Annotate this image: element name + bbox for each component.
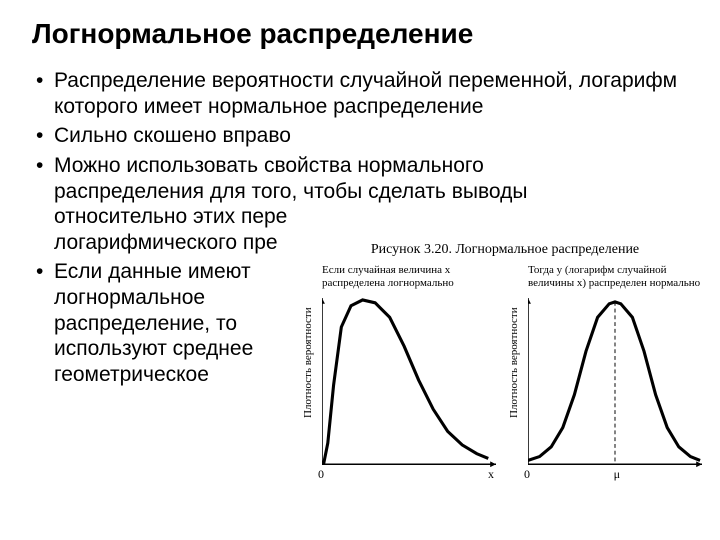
origin-label: 0	[524, 467, 530, 482]
text-line: используют среднее	[54, 337, 253, 360]
arrowhead-icon	[528, 298, 531, 304]
arrowhead-icon	[322, 298, 325, 304]
chart-svg	[528, 298, 702, 472]
bullet-item: Сильно скошено вправо	[32, 123, 688, 149]
panel-caption: Если случайная величина x распределена л…	[300, 264, 500, 298]
panel-lognormal: Если случайная величина x распределена л…	[300, 264, 500, 484]
figure-lognormal: Рисунок 3.20. Логнормальное распределени…	[300, 242, 710, 502]
panel-caption: Тогда y (логарифм случайной величины x) …	[506, 264, 706, 298]
figure-title: Рисунок 3.20. Логнормальное распределени…	[300, 242, 710, 258]
bullet-item: Можно использовать свойства нормального …	[32, 153, 688, 255]
slide: Логнормальное распределение Распределени…	[0, 0, 720, 540]
chart-svg	[322, 298, 496, 472]
figure-panels: Если случайная величина x распределена л…	[300, 264, 710, 484]
x-axis-label: x	[488, 467, 494, 482]
bullet-item: Распределение вероятности случайной пере…	[32, 68, 688, 119]
page-title: Логнормальное распределение	[32, 18, 688, 50]
arrowhead-icon	[696, 461, 702, 467]
text-line: логнормальное	[54, 286, 205, 309]
y-axis-label: Плотность вероятности	[302, 307, 314, 418]
text-line: относительно этих пере	[54, 205, 287, 228]
text-line: Если данные имеют	[54, 260, 251, 283]
panel-normal: Тогда y (логарифм случайной величины x) …	[506, 264, 706, 484]
text-line: Можно использовать свойства нормального	[54, 154, 484, 177]
text-line: логарифмического пре	[54, 231, 278, 254]
curve-normal	[528, 302, 700, 461]
origin-label: 0	[318, 467, 324, 482]
curve-lognormal	[322, 300, 488, 462]
text-line: распределение, то	[54, 312, 237, 335]
text-line: распределения для того, чтобы сделать вы…	[54, 180, 527, 203]
x-axis-label: μ	[614, 467, 620, 482]
y-axis-label: Плотность вероятности	[508, 307, 520, 418]
text-line: геометрическое	[54, 363, 209, 386]
